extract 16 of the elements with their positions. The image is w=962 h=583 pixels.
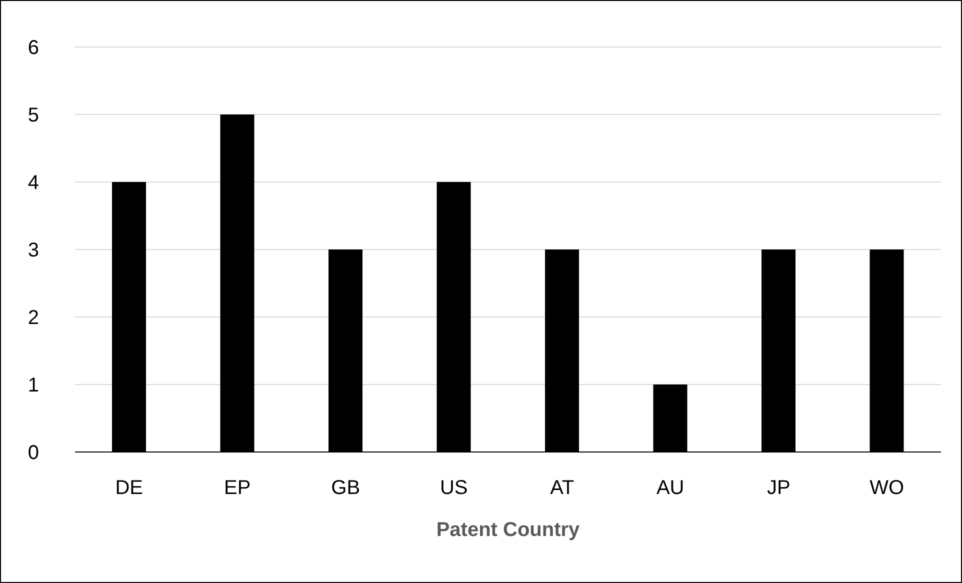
- x-tick-label: US: [440, 477, 468, 500]
- y-tick-label: 5: [28, 104, 39, 127]
- x-tick-label: AT: [550, 477, 574, 500]
- y-tick-label: 0: [28, 442, 39, 464]
- y-tick-label: 3: [28, 240, 39, 262]
- y-tick-label: 1: [28, 374, 39, 397]
- x-tick-label: DE: [115, 477, 144, 500]
- x-tick-label: WO: [870, 477, 904, 500]
- x-tick-label: GB: [331, 477, 360, 500]
- y-tick-label: 2: [28, 307, 39, 330]
- y-tick-label: 6: [28, 37, 39, 60]
- x-axis-title: Patent Country: [436, 519, 581, 542]
- y-tick-label: 4: [28, 172, 39, 194]
- x-tick-label: AU: [656, 477, 684, 500]
- x-tick-label: JP: [766, 477, 790, 500]
- x-tick-label: EP: [224, 477, 251, 500]
